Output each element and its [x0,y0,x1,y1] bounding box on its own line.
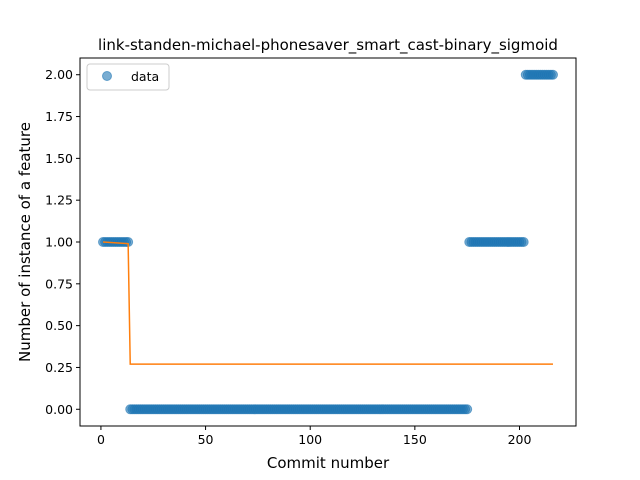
plot-area: 0 50 100 150 200 0.00 0.25 0.50 0.75 1.00 1.25 1.50… [45,57,577,447]
x-tick-label: 150 [403,432,427,447]
y-axis-label: Number of instance of a feature [16,122,34,362]
data-point [547,69,558,80]
data-point [462,404,473,415]
legend: data [86,63,170,91]
y-tick-label: 0.50 [45,318,73,333]
x-tick-label: 0 [97,432,105,447]
x-tick-label: 200 [508,432,532,447]
x-axis-label: Commit number [267,454,390,472]
fit-line [102,241,553,365]
legend-frame [86,63,170,91]
legend-label-data: data [131,69,159,84]
data-point [518,237,529,247]
y-tick-label: 1.25 [45,193,73,208]
legend-marker-data [102,71,112,81]
x-tick-label: 100 [298,432,322,447]
y-tick-label: 2.00 [45,67,73,82]
y-tick-label: 0.25 [45,360,73,375]
chart-title: link-standen-michael-phonesaver_smart_ca… [98,36,558,55]
y-tick-label: 1.50 [45,151,73,166]
x-tick-label: 50 [198,432,214,447]
y-tick-label: 0.75 [45,276,73,291]
y-tick-label: 0.00 [45,402,73,417]
y-tick-label: 1.75 [45,109,73,124]
data-points [98,69,558,415]
y-tick-label: 1.00 [45,235,73,250]
